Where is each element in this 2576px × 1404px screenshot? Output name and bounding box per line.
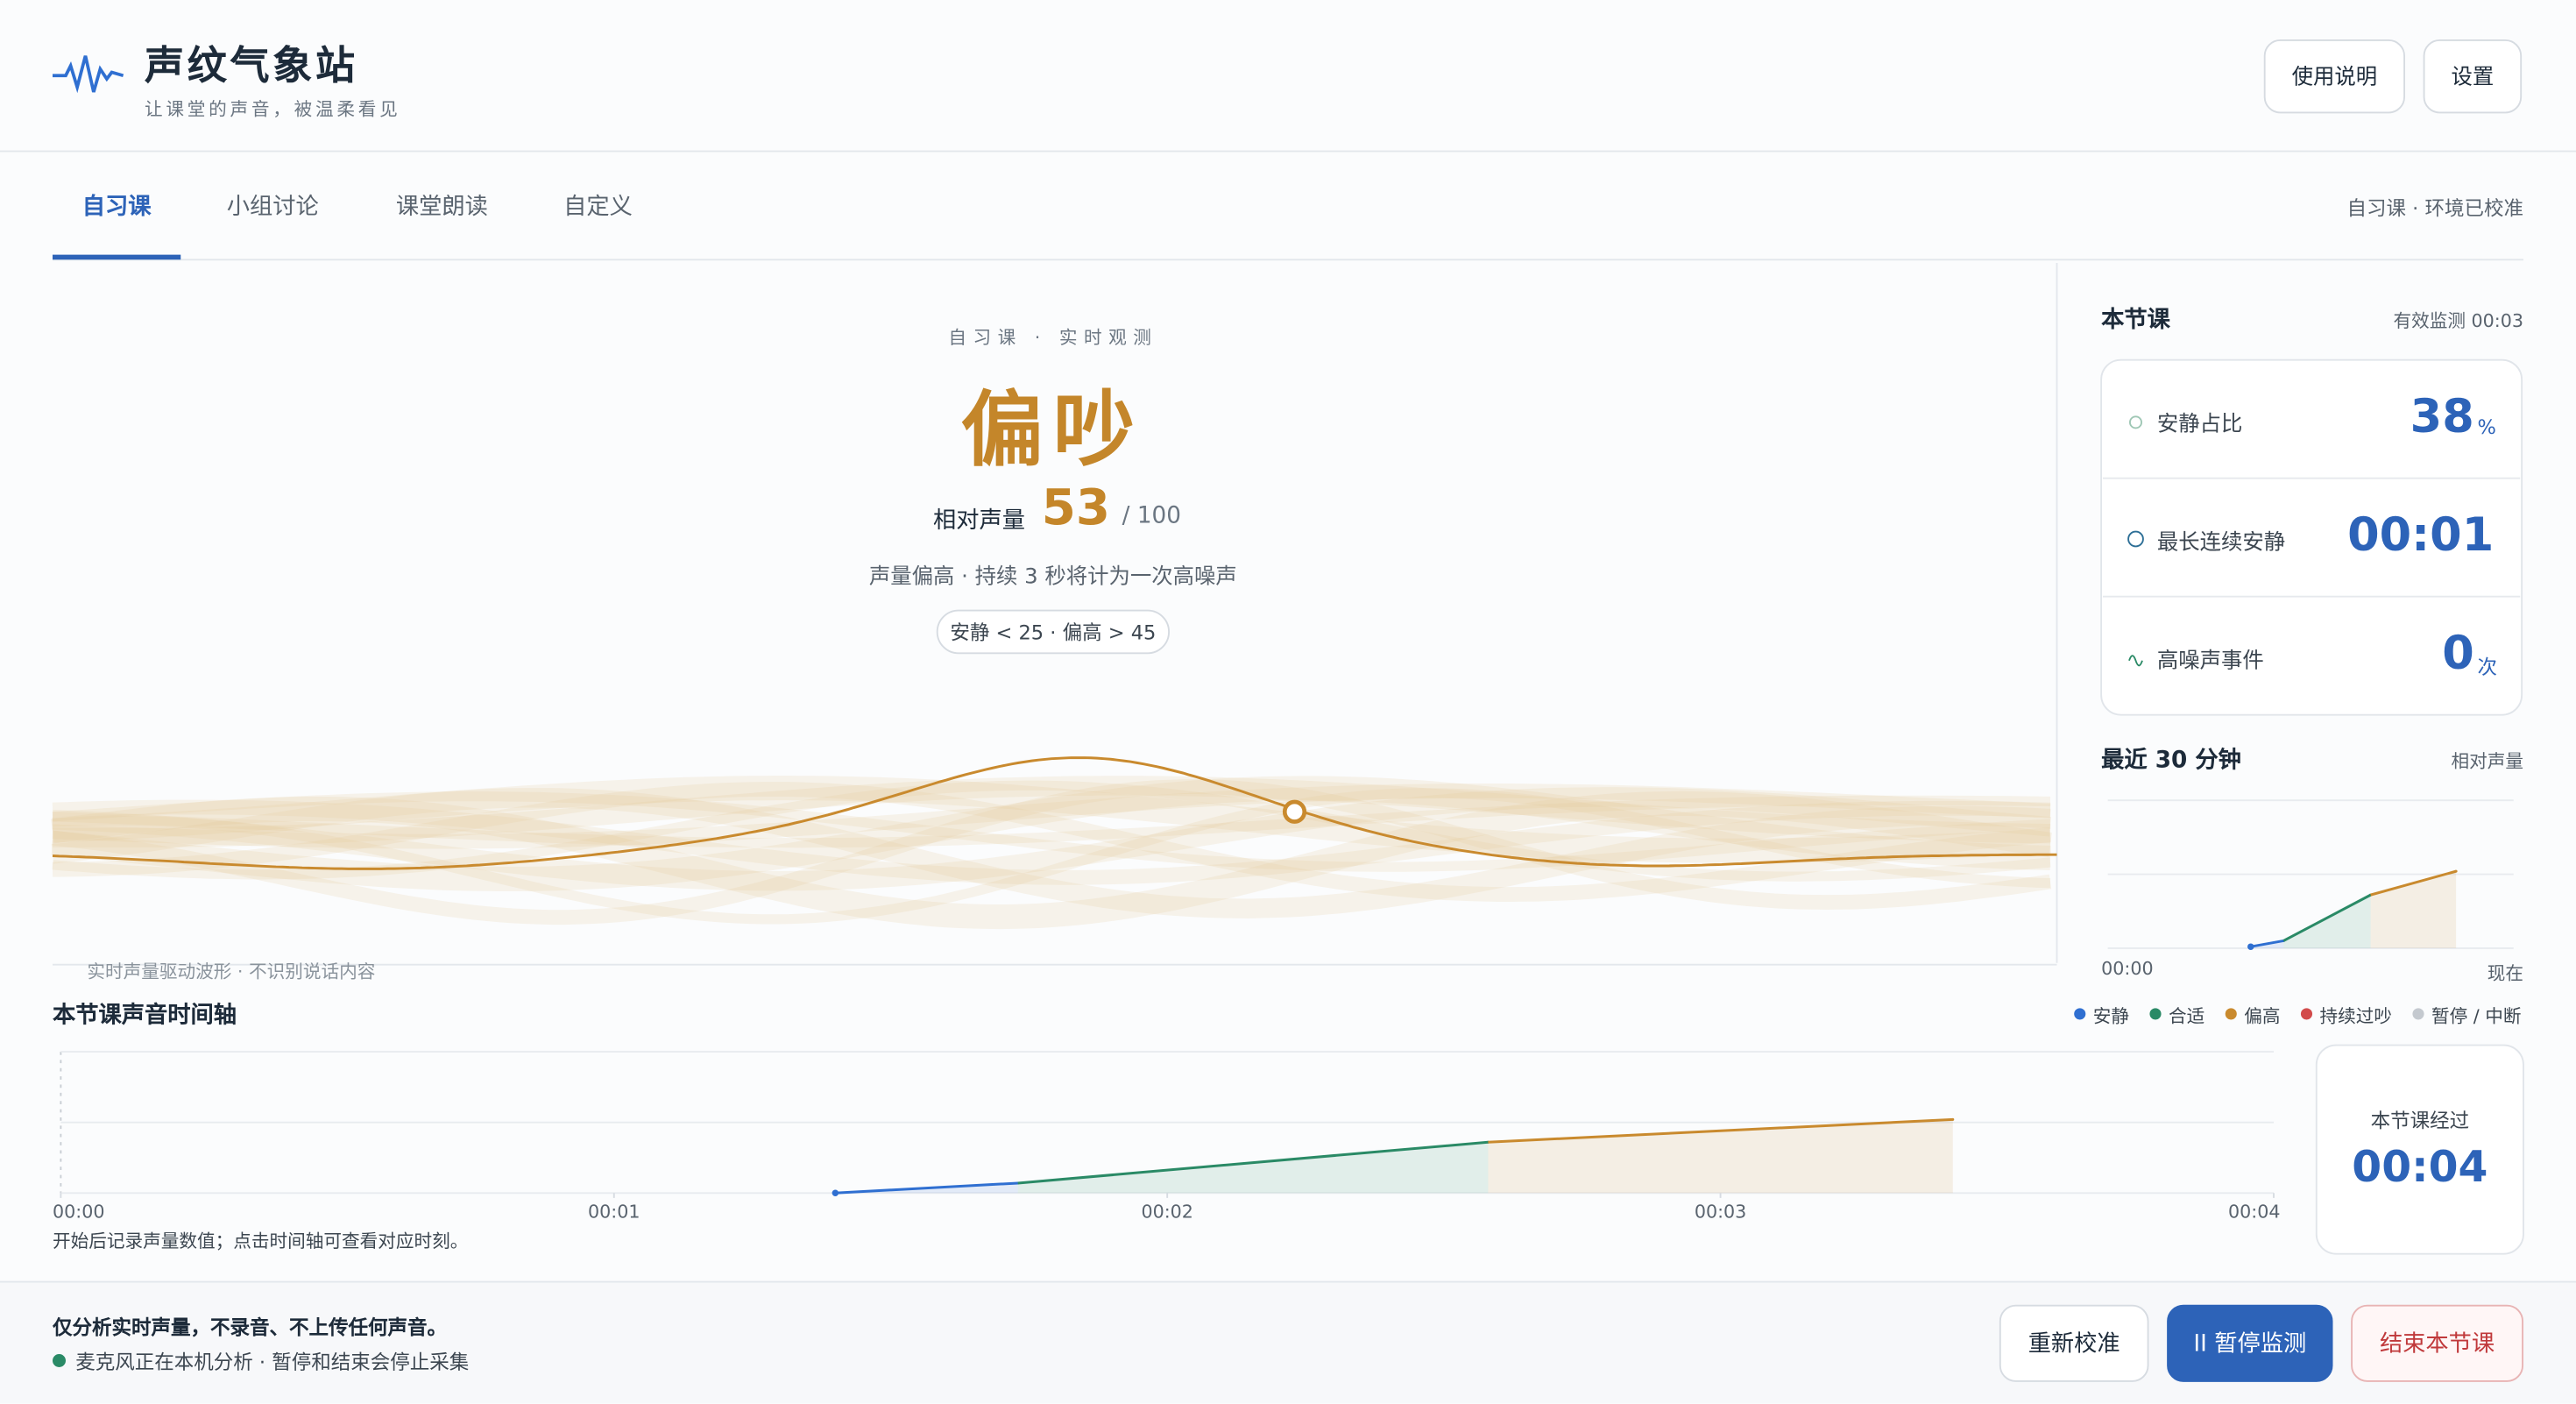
wave-band — [52, 795, 2051, 848]
tab-indicator — [53, 254, 181, 260]
legend-label: 持续过吵 — [2319, 1005, 2393, 1027]
wave-band — [52, 799, 2051, 885]
logo — [53, 55, 124, 94]
header-button[interactable]: 使用说明 — [2263, 39, 2405, 114]
stats-card — [2100, 358, 2523, 716]
wave-cursor — [1282, 799, 1307, 824]
stat-value: 38 — [2410, 389, 2474, 444]
recent-segment — [2250, 939, 2284, 948]
wave-band — [51, 791, 2052, 930]
wave-band — [52, 782, 2051, 902]
volume: 53 — [1041, 479, 1111, 538]
session-monitored: 有效监测 00:03 — [2393, 310, 2523, 332]
timeline-area — [1488, 1119, 1953, 1194]
recent-start: 00:00 — [2101, 958, 2154, 980]
app-subtitle: 让课堂的声音，被温柔看见 — [145, 98, 401, 120]
session-title: 本节课 — [2101, 307, 2170, 334]
tab[interactable]: 课堂朗读 — [395, 194, 488, 221]
legend-label: 安静 — [2092, 1005, 2129, 1027]
status-dot — [53, 1354, 66, 1367]
icon — [2128, 655, 2143, 667]
icon — [2127, 530, 2144, 548]
tab[interactable]: 自习课 — [81, 194, 152, 221]
footer-button[interactable]: 重新校准 — [1999, 1304, 2149, 1382]
volume-max: / 100 — [1122, 502, 1181, 529]
eyebrow: 自习课 · 实时观测 — [948, 327, 1158, 349]
tab[interactable]: 小组讨论 — [226, 194, 319, 221]
mic-status: 麦克风正在本机分析 · 暂停和结束会停止采集 — [75, 1351, 470, 1374]
timeline-area — [1017, 1142, 1489, 1194]
x-tick-label: 00:02 — [1141, 1201, 1193, 1223]
wave-note: 实时声量驱动波形 · 不识别说话内容 — [87, 961, 376, 983]
header-button[interactable]: 设置 — [2423, 39, 2523, 114]
volume-label: 相对声量 — [933, 507, 1025, 535]
legend-label: 偏高 — [2244, 1005, 2281, 1027]
state: 偏吵 — [960, 382, 1145, 479]
elapsed-label: 本节课经过 — [2370, 1109, 2470, 1132]
recent-area — [2370, 871, 2457, 948]
thresholds: 安静 < 25 · 偏高 > 45 — [936, 609, 1170, 655]
privacy: 仅分析实时声量，不录音、不上传任何声音。 — [53, 1315, 448, 1340]
timeline-segment — [835, 1181, 1018, 1195]
timeline-title: 本节课声音时间轴 — [53, 1002, 237, 1029]
elapsed: 00:04 — [2352, 1144, 2488, 1194]
recent-axis-label: 相对声量 — [2451, 750, 2524, 773]
footer-button[interactable]: II 暂停监测 — [2167, 1304, 2333, 1382]
legend-dot — [2225, 1008, 2237, 1020]
legend-dot — [2074, 1008, 2086, 1020]
timeline-point — [832, 1189, 839, 1196]
stat-value: 00:01 — [2347, 507, 2495, 563]
recent-area — [2283, 895, 2371, 948]
stat-value: 0 — [2442, 626, 2474, 681]
wave-band — [52, 787, 2051, 891]
stat-label: 安静占比 — [2156, 412, 2243, 437]
x-tick-label: 00:00 — [53, 1201, 105, 1223]
wave-line — [52, 756, 2057, 870]
elapsed-card — [2315, 1044, 2524, 1255]
wave-band — [52, 791, 2051, 872]
legend-dot — [2412, 1008, 2424, 1020]
recent-title: 最近 30 分钟 — [2101, 748, 2241, 775]
recent-end: 现在 — [2487, 962, 2523, 985]
tab-status: 自习课 · 环境已校准 — [2346, 197, 2523, 221]
timeline-point — [1951, 1117, 1955, 1121]
x-tick-label: 00:03 — [1694, 1201, 1747, 1223]
recent-segment — [2370, 869, 2457, 897]
wave-band — [52, 776, 2051, 863]
app-title: 声纹气象站 — [145, 42, 358, 89]
wave-band — [52, 779, 2052, 925]
tab[interactable]: 自定义 — [563, 194, 633, 221]
timeline-segment — [1017, 1140, 1489, 1185]
stat-unit: % — [2477, 415, 2496, 439]
wave-band — [52, 788, 2051, 925]
recent-point — [2454, 869, 2458, 873]
x-tick-label: 00:04 — [2228, 1201, 2281, 1223]
stat-label: 高噪声事件 — [2156, 649, 2264, 674]
legend-dot — [2149, 1008, 2162, 1020]
recent-segment — [2282, 893, 2372, 942]
footer-button[interactable]: 结束本节课 — [2351, 1304, 2523, 1382]
stat-label: 最长连续安静 — [2156, 530, 2286, 556]
timeline-segment — [1488, 1117, 1953, 1144]
legend-label: 合适 — [2169, 1005, 2205, 1027]
legend-dot — [2300, 1008, 2313, 1020]
legend-label: 暂停 / 中断 — [2431, 1005, 2522, 1027]
wave-band — [51, 788, 2051, 918]
wave-band — [51, 776, 2051, 891]
stat-unit: 次 — [2477, 656, 2498, 679]
icon — [2129, 415, 2142, 429]
timeline-note: 开始后记录声量数值；点击时间轴可查看对应时刻。 — [53, 1230, 469, 1252]
wave-band — [52, 784, 2051, 849]
hint: 声量偏高 · 持续 3 秒将计为一次高噪声 — [868, 565, 1237, 591]
wave-band — [53, 776, 2051, 848]
x-tick-label: 00:01 — [588, 1201, 640, 1223]
